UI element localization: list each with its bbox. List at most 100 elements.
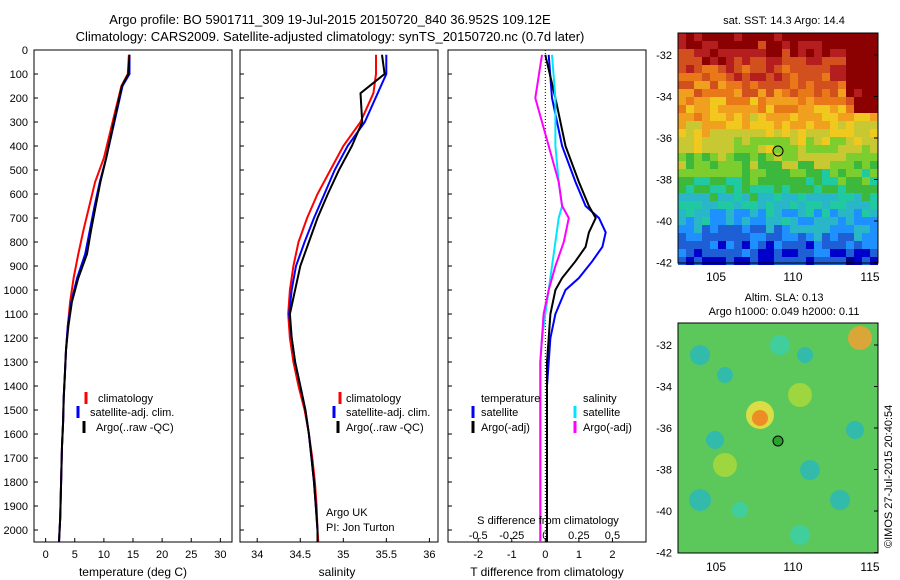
sst-map-cell xyxy=(870,81,878,89)
sst-map-cell xyxy=(822,217,830,225)
sst-map-cell xyxy=(790,225,798,233)
sst-map-cell xyxy=(678,65,686,73)
sst-map-cell xyxy=(702,233,710,241)
sst-map-cell xyxy=(718,233,726,241)
difference-profile-lines xyxy=(534,54,607,542)
sst-map-cell xyxy=(750,209,758,217)
sst-map-cell xyxy=(822,233,830,241)
sst-map-cell xyxy=(814,73,822,81)
sst-map-cell xyxy=(718,65,726,73)
series-line xyxy=(534,54,570,542)
sst-map-cell xyxy=(758,89,766,97)
sst-map-cell xyxy=(742,153,750,161)
sst-map-cell xyxy=(742,145,750,153)
sst-map-cell xyxy=(782,113,790,121)
sst-map-cell xyxy=(750,49,758,57)
sst-map-cell xyxy=(798,65,806,73)
sst-map-cell xyxy=(862,73,870,81)
sst-map-cell xyxy=(718,241,726,249)
sst-map-cell xyxy=(838,169,846,177)
sst-map-cell xyxy=(678,89,686,97)
sst-map-cell xyxy=(710,129,718,137)
sst-map-cell xyxy=(798,169,806,177)
sst-map-cell xyxy=(822,209,830,217)
sst-map-cell xyxy=(766,185,774,193)
sst-map-cell xyxy=(822,73,830,81)
sst-map-cell xyxy=(806,145,814,153)
sst-map-cell xyxy=(710,201,718,209)
sst-map-cell xyxy=(694,161,702,169)
sst-map-cell xyxy=(830,81,838,89)
sst-map-cell xyxy=(678,153,686,161)
sst-map-cell xyxy=(694,177,702,185)
sst-map-cell xyxy=(830,201,838,209)
sst-map-cell xyxy=(790,257,798,265)
sst-map-cell xyxy=(710,209,718,217)
sst-map-cell xyxy=(798,153,806,161)
sst-map-cell xyxy=(710,57,718,65)
sst-map-cell xyxy=(718,73,726,81)
sst-map-cell xyxy=(798,97,806,105)
sst-map-cell xyxy=(806,121,814,129)
x-tick-label: 35.5 xyxy=(376,549,397,561)
sst-map-cell xyxy=(726,73,734,81)
sst-map-cell xyxy=(734,193,742,201)
sst-map-cell xyxy=(806,225,814,233)
sst-map-cell xyxy=(854,257,862,265)
sst-map-cell xyxy=(694,145,702,153)
float-owner-note: Argo UK xyxy=(326,507,368,519)
s-difference-tick-labels: -0.5 -0.25 0 0.25 0.5 xyxy=(469,530,620,542)
sst-map-cell xyxy=(734,185,742,193)
sst-map-cell xyxy=(710,193,718,201)
sst-map-cell xyxy=(702,249,710,257)
sst-map-cell xyxy=(870,73,878,81)
sst-map-cell xyxy=(846,97,854,105)
sst-map-cell xyxy=(694,113,702,121)
sst-map-cell xyxy=(846,241,854,249)
sst-map-cell xyxy=(838,73,846,81)
sst-map-cell xyxy=(798,209,806,217)
sst-map-cell xyxy=(854,49,862,57)
sst-map-cell xyxy=(710,105,718,113)
sst-map-cell xyxy=(742,129,750,137)
sst-map-cell xyxy=(686,169,694,177)
s-difference-tick-label: 0.5 xyxy=(605,530,620,542)
sst-map-cell xyxy=(838,233,846,241)
sst-map-cell xyxy=(838,177,846,185)
sst-map-cell xyxy=(798,49,806,57)
sst-map-cell xyxy=(862,97,870,105)
sst-map-cell xyxy=(694,257,702,265)
sst-map-cell xyxy=(870,41,878,49)
sst-map-cell xyxy=(758,145,766,153)
sst-map-cell xyxy=(846,145,854,153)
sst-map-cell xyxy=(822,185,830,193)
sst-map-cell xyxy=(742,217,750,225)
depth-tick-label: 400 xyxy=(10,141,28,153)
sst-map-cell xyxy=(726,137,734,145)
sst-map-cell xyxy=(686,257,694,265)
sst-map-cell xyxy=(702,257,710,265)
sst-map-cell xyxy=(774,121,782,129)
sst-map-cell xyxy=(830,145,838,153)
sst-map-cell xyxy=(814,169,822,177)
sst-map-cell xyxy=(806,65,814,73)
sst-map-cell xyxy=(862,105,870,113)
sst-map-cell xyxy=(742,113,750,121)
sst-map-cell xyxy=(726,57,734,65)
depth-tick-label: 0 xyxy=(22,45,28,57)
sst-map-cell xyxy=(742,185,750,193)
sst-map-cell xyxy=(862,257,870,265)
sst-map-cell xyxy=(822,49,830,57)
sst-map-frame xyxy=(677,32,879,264)
sst-map-cell xyxy=(678,73,686,81)
sst-map-cell xyxy=(862,137,870,145)
lat-tick-label: -38 xyxy=(656,465,672,477)
sst-map-cell xyxy=(870,137,878,145)
sst-map-cell xyxy=(806,217,814,225)
sst-map-cell xyxy=(734,49,742,57)
sst-map-cell xyxy=(694,57,702,65)
sst-map-cell xyxy=(822,161,830,169)
sst-map-cell xyxy=(854,217,862,225)
lat-tick-label: -42 xyxy=(656,548,672,560)
sst-map-cell xyxy=(846,137,854,145)
